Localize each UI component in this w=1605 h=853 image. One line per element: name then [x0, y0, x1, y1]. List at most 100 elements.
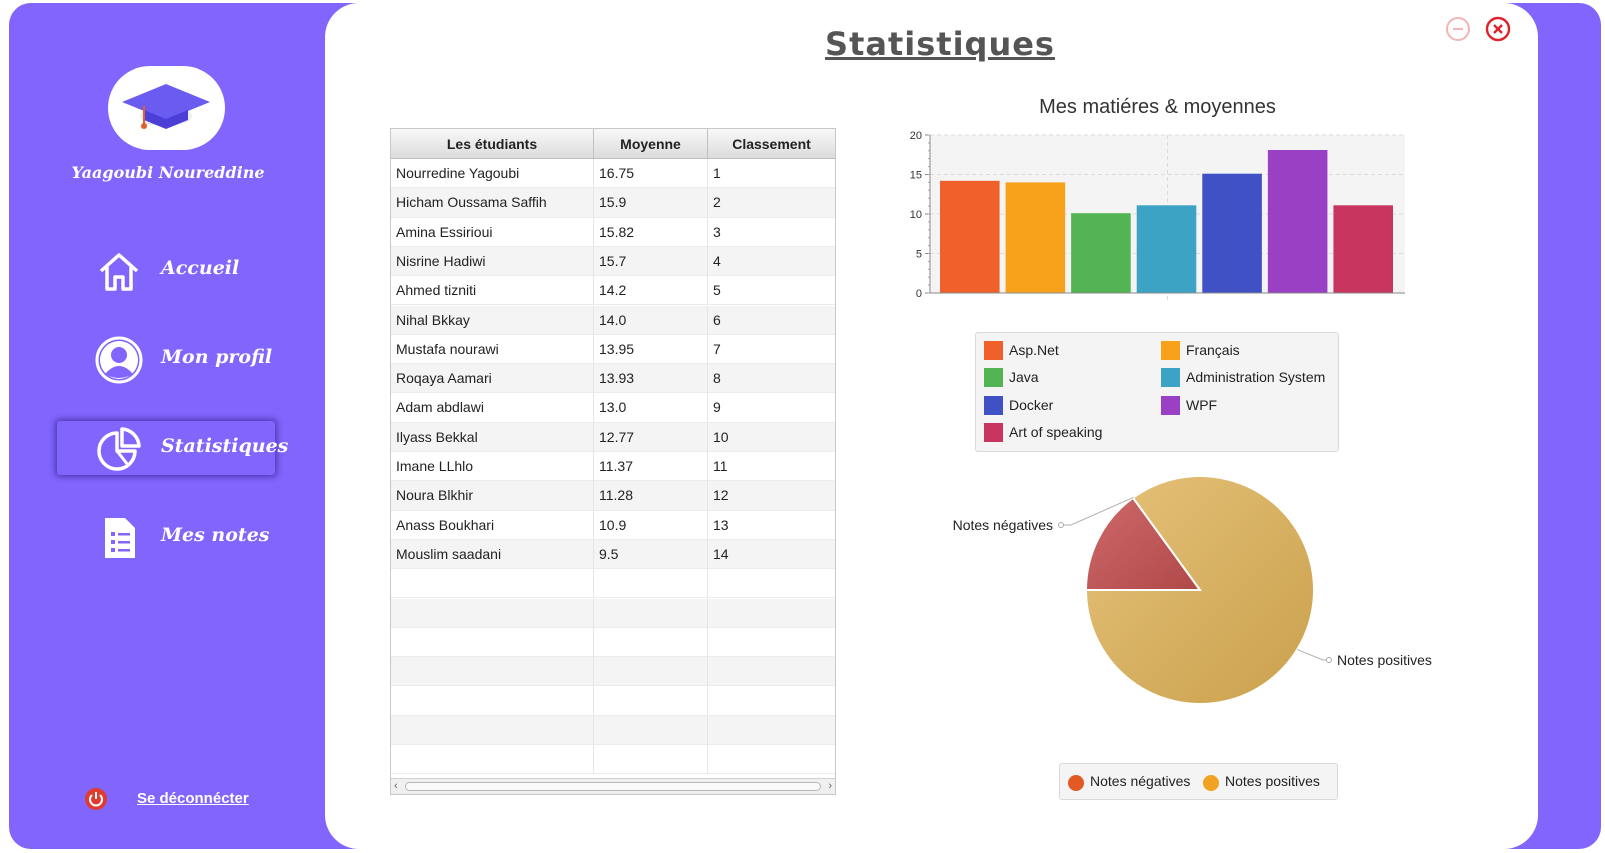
nav-item-accueil[interactable]: Accueil — [57, 243, 275, 297]
cell-moyenne — [594, 627, 708, 657]
cell-student: Anass Boukhari — [391, 510, 594, 540]
table-row[interactable]: Nourredine Yagoubi 16.75 1 — [391, 159, 835, 189]
pie-chart: Notes négatives Notes positives — [953, 475, 1432, 705]
cell-moyenne — [594, 686, 708, 716]
cell-moyenne: 11.37 — [594, 452, 708, 481]
legend-label: Java — [1009, 369, 1039, 386]
main-content: Statistiques Les étudiants Moyenne Class… — [325, 3, 1538, 849]
logout-link[interactable]: Se déconnécter — [137, 790, 249, 807]
pie-slice-positives[interactable] — [1084, 475, 1315, 705]
minimize-icon[interactable] — [1445, 16, 1471, 42]
close-icon[interactable] — [1485, 16, 1511, 42]
nav-item-statistiques[interactable]: Statistiques — [57, 421, 288, 475]
y-tick-label: 10 — [910, 209, 922, 221]
table-row-empty[interactable] — [391, 569, 835, 599]
scroll-left-icon[interactable]: ‹ — [394, 780, 398, 792]
table-row[interactable]: Nisrine Hadiwi 15.7 4 — [391, 246, 835, 277]
pie-slice-negatives[interactable] — [1084, 496, 1202, 591]
bar-asp-net[interactable] — [940, 180, 1000, 293]
table-row-empty[interactable] — [391, 657, 835, 687]
table-row[interactable]: Roqaya Aamari 13.93 8 — [391, 364, 835, 394]
cell-classement: 13 — [713, 516, 729, 533]
cell-classement: 12 — [713, 487, 729, 504]
pie-label: Notes négatives — [953, 517, 1053, 533]
cell-moyenne: 14.2 — [594, 276, 708, 306]
table-row[interactable]: Nihal Bkkay 14.0 6 — [391, 305, 835, 335]
legend-label: Asp.Net — [1009, 342, 1059, 358]
cell-classement — [708, 657, 835, 686]
table-header: Les étudiants Moyenne Classement — [391, 129, 835, 159]
cell-student: Nisrine Hadiwi — [391, 246, 594, 276]
legend-swatch — [984, 395, 1003, 415]
cell-moyenne: 11.28 — [594, 481, 708, 511]
table-row[interactable]: Adam abdlawi 13.0 9 — [391, 393, 835, 423]
cell-moyenne: 16.75 — [594, 159, 708, 188]
cell-student — [391, 627, 594, 657]
cell-classement: 9 — [713, 399, 721, 416]
cell-student — [391, 569, 594, 599]
nav-item-mon-profil[interactable]: Mon profil — [57, 332, 275, 386]
pie-legend-swatch — [1068, 775, 1084, 791]
column-header-moyenne[interactable]: Moyenne — [594, 129, 708, 159]
column-header-classement[interactable]: Classement — [732, 136, 811, 152]
nav-label-mon-profil: Mon profil — [161, 346, 273, 368]
power-icon[interactable] — [85, 788, 107, 810]
legend-swatch — [1161, 341, 1180, 360]
legend-swatch — [1161, 368, 1180, 388]
cell-student — [391, 745, 594, 774]
cell-student — [391, 657, 594, 687]
table-row[interactable]: Imane LLhlo 11.37 11 — [391, 452, 835, 482]
cell-classement: 6 — [713, 311, 721, 328]
cell-classement — [708, 686, 835, 715]
table-row-empty[interactable] — [391, 598, 835, 628]
bar-wpf[interactable] — [1267, 150, 1328, 293]
cell-student: Nourredine Yagoubi — [391, 159, 594, 188]
table-row[interactable]: Ahmed tizniti 14.2 5 — [391, 276, 835, 306]
pie-legend-label: Notes négatives — [1090, 773, 1191, 789]
cell-student — [391, 715, 594, 745]
cell-classement — [708, 745, 835, 774]
cell-student: Mustafa nourawi — [391, 334, 594, 364]
cell-student: Roqaya Aamari — [391, 364, 594, 394]
legend-swatch — [1161, 395, 1180, 415]
nav-item-mes-notes[interactable]: Mes notes — [57, 510, 275, 564]
table-row[interactable]: Hicham Oussama Saffih 15.9 2 — [391, 188, 835, 218]
table-row[interactable]: Mouslim saadani 9.5 14 — [391, 539, 835, 570]
pie-label: Notes positives — [1337, 652, 1432, 668]
nav-label-statistiques: Statistiques — [161, 435, 289, 457]
legend-swatch — [984, 422, 1003, 442]
table-row[interactable]: Mustafa nourawi 13.95 7 — [391, 334, 835, 365]
bar-fran-ais[interactable] — [1005, 182, 1066, 293]
table-row-empty[interactable] — [391, 686, 835, 716]
table-row[interactable]: Amina Essirioui 15.82 3 — [391, 217, 835, 247]
document-icon — [105, 518, 135, 558]
y-tick-label: 20 — [910, 130, 922, 142]
table-row[interactable]: Ilyass Bekkal 12.77 10 — [391, 422, 835, 452]
horizontal-scrollbar[interactable]: ‹ › — [391, 778, 835, 794]
table-row-empty[interactable] — [391, 715, 835, 745]
column-header-etudiants[interactable]: Les étudiants — [391, 129, 594, 159]
cell-student: Ahmed tizniti — [391, 276, 594, 306]
bar-administration-system[interactable] — [1136, 205, 1197, 293]
table-row[interactable]: Noura Blkhir 11.28 12 — [391, 481, 835, 511]
cell-moyenne — [594, 715, 708, 745]
bar-art-of-speaking[interactable] — [1333, 205, 1393, 293]
table-row[interactable]: Anass Boukhari 10.9 13 — [391, 510, 835, 540]
cell-moyenne: 15.82 — [594, 217, 708, 247]
students-table[interactable]: Les étudiants Moyenne Classement Nourred… — [390, 128, 836, 795]
scroll-right-icon[interactable]: › — [828, 780, 832, 792]
bar-java[interactable] — [1071, 213, 1131, 293]
cell-classement: 11 — [713, 458, 728, 474]
cell-moyenne: 15.9 — [594, 188, 708, 218]
table-row-empty[interactable] — [391, 745, 835, 775]
graduation-cap-logo — [108, 66, 225, 150]
pie-label-dot — [1058, 522, 1064, 528]
cell-student: Adam abdlawi — [391, 393, 594, 423]
cell-classement: 4 — [713, 252, 721, 269]
scrollbar-thumb[interactable] — [405, 782, 821, 791]
cell-student: Noura Blkhir — [391, 481, 594, 511]
nav-label-accueil: Accueil — [161, 257, 240, 279]
bar-docker[interactable] — [1202, 173, 1262, 293]
table-row-empty[interactable] — [391, 627, 835, 658]
